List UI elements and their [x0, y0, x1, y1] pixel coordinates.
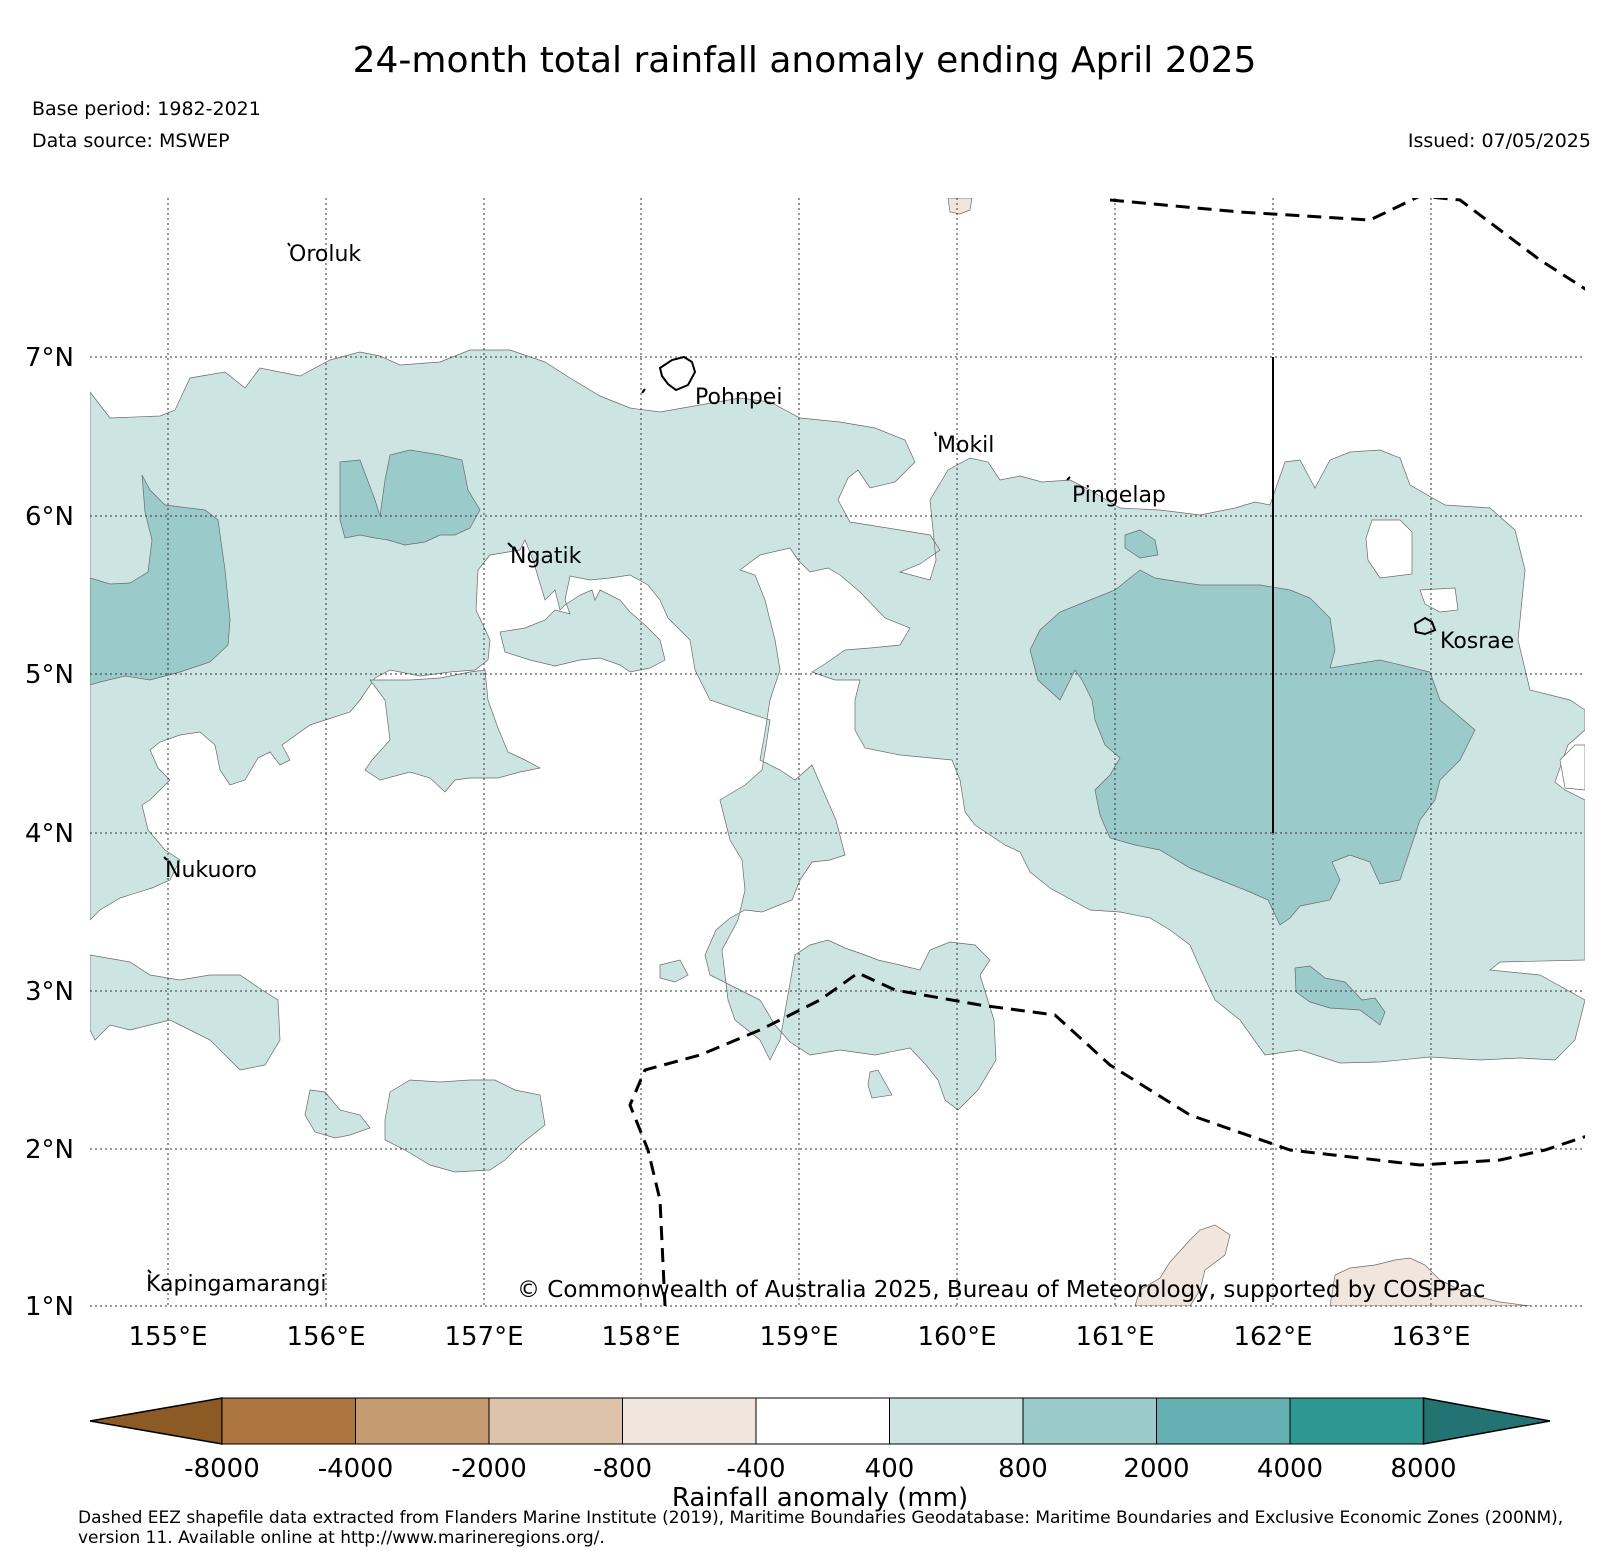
lat-label-3n: 3°N — [25, 977, 74, 1007]
anomaly-hole-east-3 — [1559, 744, 1585, 791]
colorbar-tick-label: 8000 — [1390, 1454, 1456, 1484]
colorbar-segment — [1156, 1397, 1291, 1445]
issued-date-text: Issued: 07/05/2025 — [1407, 130, 1591, 152]
footnote-text: Dashed EEZ shapefile data extracted from… — [78, 1508, 1564, 1548]
lon-label-163e: 163°E — [1391, 1322, 1470, 1352]
base-period-text: Base period: 1982-2021 — [32, 98, 261, 120]
colorbar-tick-label: 4000 — [1257, 1454, 1323, 1484]
lat-label-5n: 5°N — [25, 660, 74, 690]
colorbar-tick-label: 2000 — [1123, 1454, 1189, 1484]
colorbar-title: Rainfall anomaly (mm) — [672, 1483, 968, 1513]
colorbar-extend-low — [89, 1397, 223, 1445]
colorbar-segment — [1289, 1397, 1424, 1445]
colorbar-segment — [355, 1397, 490, 1445]
lon-label-160e: 160°E — [917, 1322, 996, 1352]
anomaly-hole-east-2 — [1419, 587, 1459, 613]
colorbar-segment — [889, 1397, 1024, 1445]
colorbar-tick-label: -8000 — [184, 1454, 260, 1484]
colorbar-tick-label: -2000 — [451, 1454, 527, 1484]
colorbar: -8000 -4000 -2000 -800 -400 400 800 2000 4000 800… — [89, 1397, 1551, 1484]
latitude-axis: 7°N 6°N 5°N 4°N 3°N 2°N 1°N — [25, 343, 74, 1322]
longitude-axis: 155°E 156°E 157°E 158°E 159°E 160°E 161°… — [128, 1322, 1470, 1352]
place-label-pingelap: Pingelap — [1072, 483, 1166, 508]
anomaly-region-west-high — [90, 474, 231, 686]
eez-boundaries — [628, 198, 1585, 1306]
anomaly-region-southwest-blob — [384, 1079, 546, 1173]
anomaly-fill-layer — [90, 198, 1585, 1306]
colorbar-tick-label: 800 — [998, 1454, 1048, 1484]
place-label-nukuoro: Nukuoro — [165, 858, 257, 883]
anomaly-region-east-high — [1029, 569, 1476, 926]
lat-label-4n: 4°N — [25, 819, 74, 849]
data-source-text: Data source: MSWEP — [32, 130, 230, 152]
colorbar-extend-high — [1422, 1397, 1551, 1445]
anomaly-hole-east-1 — [1365, 519, 1413, 579]
place-label-mokil: Mokil — [937, 433, 994, 458]
anomaly-region-west-mid — [364, 669, 542, 793]
place-label-ngatik: Ngatik — [510, 544, 582, 569]
anomaly-region-southwest-small — [304, 1089, 371, 1139]
anomaly-region-southeast-high — [1294, 965, 1386, 1026]
colorbar-tick-label: -800 — [593, 1454, 652, 1484]
colorbar-segment — [622, 1397, 757, 1445]
lon-label-158e: 158°E — [601, 1322, 680, 1352]
lat-label-1n: 1°N — [25, 1292, 74, 1322]
lon-label-156e: 156°E — [286, 1322, 365, 1352]
lon-label-157e: 157°E — [444, 1322, 523, 1352]
atoll-markers — [147, 242, 1071, 1274]
lon-label-159e: 159°E — [759, 1322, 838, 1352]
place-label-pohnpei: Pohnpei — [695, 385, 782, 410]
anomaly-region-south-dry-2 — [1329, 1257, 1531, 1306]
place-label-kapingamarangi: Kapingamarangi — [146, 1272, 326, 1297]
colorbar-segment — [755, 1397, 890, 1445]
anomaly-region-south-dry-1 — [1134, 1224, 1231, 1306]
place-label-oroluk: Oroluk — [289, 242, 361, 267]
anomaly-region-pingelap-high — [1124, 529, 1159, 559]
anomaly-region-south-central — [90, 954, 281, 1071]
place-label-kosrae: Kosrae — [1440, 629, 1514, 654]
kosrae-island-outline — [1413, 616, 1437, 636]
gridlines — [90, 198, 1585, 1307]
anomaly-region-north — [90, 349, 1585, 1111]
lat-label-2n: 2°N — [25, 1135, 74, 1165]
anomaly-region-north-dry — [947, 198, 973, 215]
colorbar-tick-label: -4000 — [318, 1454, 394, 1484]
map-title: 24-month total rainfall anomaly ending A… — [352, 40, 1257, 81]
anomaly-region-center-small — [659, 959, 689, 983]
colorbar-segment — [221, 1397, 356, 1445]
lon-label-162e: 162°E — [1233, 1322, 1312, 1352]
lat-label-7n: 7°N — [25, 343, 74, 373]
lat-label-6n: 6°N — [25, 502, 74, 532]
copyright-notice: © Commonwealth of Australia 2025, Bureau… — [517, 1277, 1486, 1303]
anomaly-region-northwest-high — [339, 449, 481, 546]
colorbar-tick-label: 400 — [865, 1454, 915, 1484]
colorbar-segment — [488, 1397, 623, 1445]
lon-label-161e: 161°E — [1075, 1322, 1154, 1352]
colorbar-tick-label: -400 — [726, 1454, 785, 1484]
pohnpei-island-outline — [658, 355, 697, 392]
lon-label-155e: 155°E — [128, 1322, 207, 1352]
anomaly-region-center-tiny — [867, 1069, 893, 1099]
colorbar-segment — [1022, 1397, 1157, 1445]
